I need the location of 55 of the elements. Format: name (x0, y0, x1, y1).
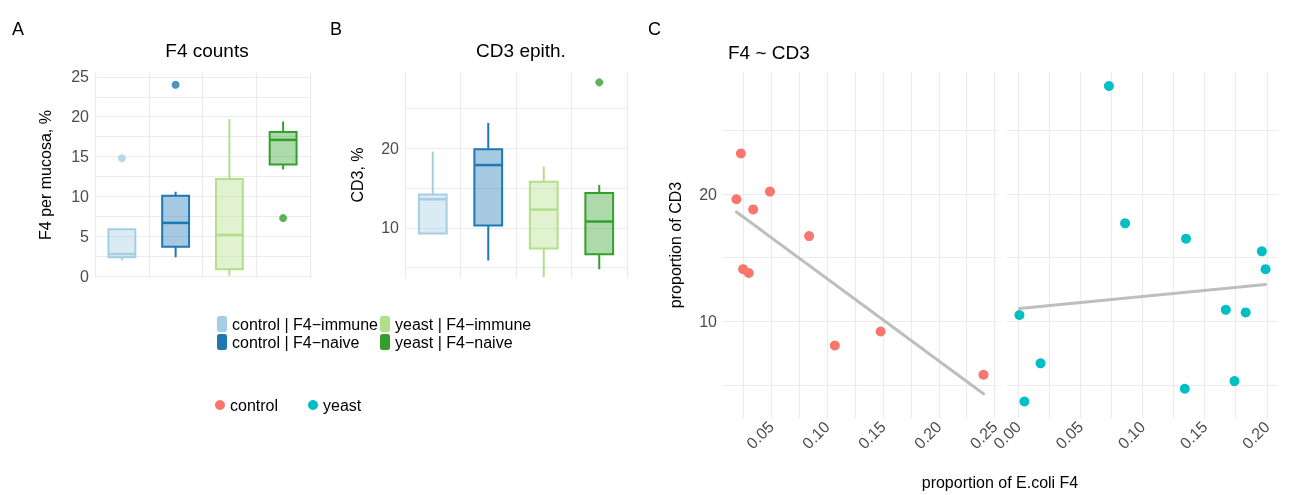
chart-title: CD3 epith. (476, 40, 566, 61)
y-tick-label: 25 (71, 68, 90, 86)
y-tick-label: 15 (71, 148, 90, 166)
point (1229, 376, 1240, 387)
point (1256, 246, 1267, 257)
legend-label: control (230, 396, 279, 414)
point (748, 204, 759, 215)
y-axis-title: CD3, % (348, 147, 366, 203)
legend-label: yeast | F4−naive (394, 333, 513, 351)
chart-title: F4 ~ CD3 (728, 42, 810, 63)
point (1181, 233, 1192, 244)
x-tick-label: 0.15 (854, 417, 889, 453)
y-tick-label: 20 (699, 185, 718, 203)
y-axis-title: proportion of CD3 (666, 181, 684, 309)
legend-label: yeast | F4−immune (394, 315, 532, 333)
point (731, 194, 742, 205)
x-tick-label: 0.15 (1176, 417, 1211, 453)
x-axis-title: proportion of E.coli F4 (921, 473, 1079, 491)
point (743, 267, 754, 278)
point (1260, 264, 1271, 275)
legend-label: yeast (323, 396, 362, 414)
y-tick-label: 20 (381, 139, 400, 157)
point (764, 186, 775, 197)
point (829, 340, 840, 351)
legend-label: control | F4−naive (232, 333, 360, 351)
point (1120, 218, 1131, 229)
point (1240, 307, 1251, 318)
legend-label: control | F4−immune (232, 315, 379, 333)
y-tick-label: 10 (381, 219, 400, 237)
y-tick-label: 10 (71, 188, 90, 206)
point (1179, 383, 1190, 394)
point (1035, 358, 1046, 369)
text: C (648, 19, 661, 39)
y-axis-title: F4 per mucosa, % (36, 110, 54, 240)
text: A (12, 19, 25, 39)
text: B (330, 19, 343, 39)
point (978, 369, 989, 380)
y-tick-label: 10 (699, 312, 718, 330)
point (1220, 304, 1231, 315)
point (1014, 309, 1025, 320)
y-tick-label: 5 (80, 227, 90, 245)
point (875, 326, 886, 337)
x-tick-label: 0.05 (1052, 417, 1087, 453)
chart-title: F4 counts (165, 40, 249, 61)
point (1103, 80, 1114, 91)
x-tick-label: 0.10 (1114, 417, 1149, 453)
point (735, 148, 746, 159)
x-tick-label: 0.10 (798, 417, 834, 453)
y-tick-label: 0 (80, 267, 90, 285)
point (1019, 396, 1030, 407)
point (804, 231, 815, 242)
x-tick-label: 0.20 (910, 417, 945, 453)
y-tick-label: 20 (71, 108, 90, 126)
x-tick-label: 0.05 (743, 417, 778, 453)
x-tick-label: 0.20 (1238, 417, 1273, 453)
